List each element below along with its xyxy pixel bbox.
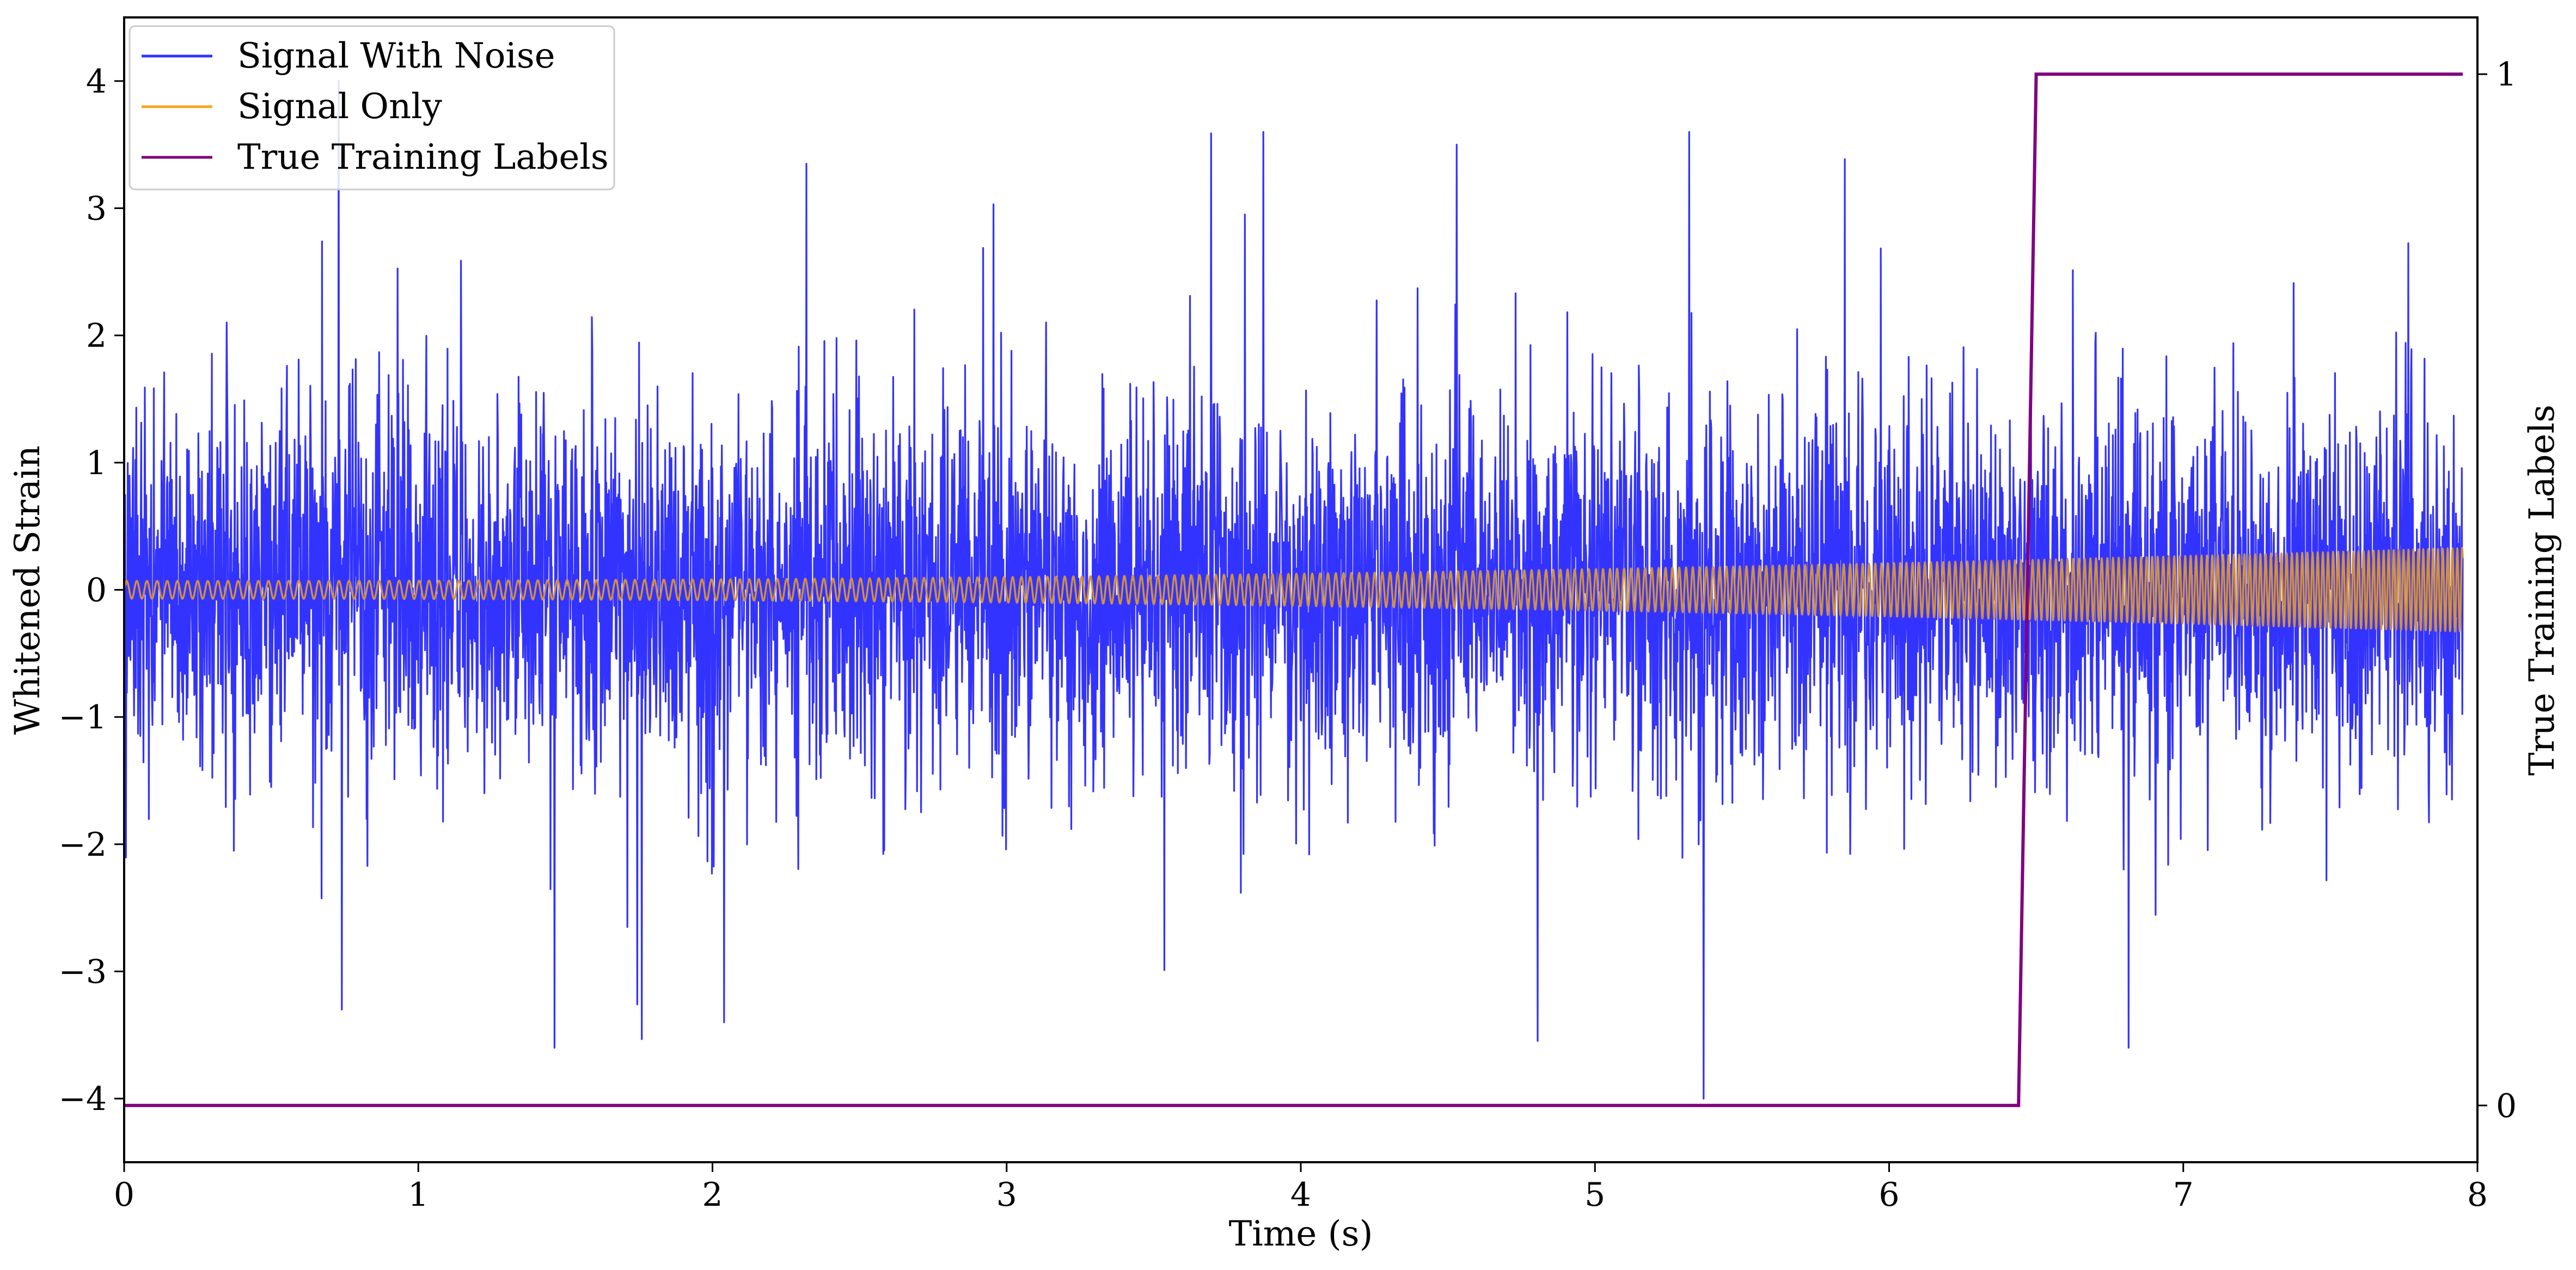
y-tick-label: −4 bbox=[59, 1080, 107, 1118]
y2-tick-label: 1 bbox=[2496, 56, 2517, 94]
x-tick-label: 3 bbox=[996, 1176, 1017, 1214]
x-axis-title: Time (s) bbox=[1229, 1214, 1373, 1254]
y-tick-label: 3 bbox=[86, 190, 107, 228]
series-signal-with-noise bbox=[124, 80, 2464, 1100]
y-tick-label: 0 bbox=[86, 572, 107, 610]
series-true-training-labels bbox=[124, 72, 2463, 1107]
legend-box bbox=[129, 25, 615, 191]
x-tick-label: 4 bbox=[1290, 1176, 1311, 1214]
y-axis-title: Whitened Strain bbox=[8, 445, 48, 734]
x-tick-label: 1 bbox=[408, 1176, 429, 1214]
y-tick-label: −2 bbox=[59, 826, 107, 864]
x-tick-label: 0 bbox=[114, 1176, 134, 1214]
y-tick-label: 2 bbox=[86, 317, 107, 355]
legend-label-labels: True Training Labels bbox=[237, 137, 609, 177]
series-layer bbox=[124, 72, 2464, 1107]
y2-tick-label: 0 bbox=[2496, 1087, 2517, 1125]
y-tick-label: 1 bbox=[86, 444, 107, 482]
ticks-layer: 0 1 2 3 4 5 6 7 8 −4 −3 −2 −1 0 1 2 3 4 0 1 bbox=[59, 56, 2517, 1214]
legend: Signal With Noise Signal Only True Train… bbox=[129, 25, 615, 191]
series-signal-only bbox=[124, 547, 2464, 633]
y-tick-label: −1 bbox=[59, 698, 107, 737]
x-tick-label: 5 bbox=[1584, 1176, 1605, 1214]
legend-label-signal: Signal Only bbox=[237, 87, 442, 127]
x-tick-label: 6 bbox=[1879, 1176, 1899, 1214]
y2-axis-title: True Training Labels bbox=[2522, 404, 2562, 776]
legend-label-noise: Signal With Noise bbox=[237, 36, 555, 76]
x-tick-label: 2 bbox=[702, 1176, 723, 1214]
x-tick-label: 7 bbox=[2173, 1176, 2194, 1214]
x-tick-label: 8 bbox=[2467, 1176, 2488, 1214]
y-tick-label: 4 bbox=[86, 63, 107, 101]
y-tick-label: −3 bbox=[59, 953, 107, 991]
